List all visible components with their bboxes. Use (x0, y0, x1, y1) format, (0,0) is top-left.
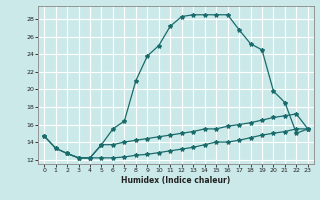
X-axis label: Humidex (Indice chaleur): Humidex (Indice chaleur) (121, 176, 231, 185)
